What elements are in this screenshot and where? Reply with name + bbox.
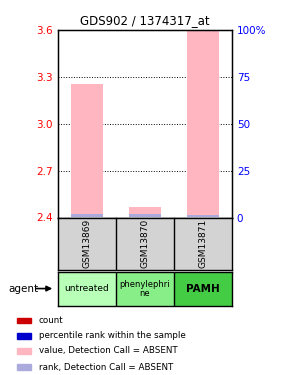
Text: rank, Detection Call = ABSENT: rank, Detection Call = ABSENT bbox=[39, 363, 173, 372]
Bar bbox=[116, 272, 174, 306]
Bar bbox=[71, 214, 103, 217]
Bar bbox=[17, 364, 30, 370]
Bar bbox=[17, 333, 30, 339]
Bar bbox=[129, 214, 161, 217]
Bar bbox=[58, 272, 116, 306]
Text: GSM13870: GSM13870 bbox=[140, 219, 150, 268]
Text: ne: ne bbox=[140, 290, 150, 298]
Bar bbox=[17, 348, 30, 354]
Text: agent: agent bbox=[9, 284, 39, 294]
Text: untreated: untreated bbox=[65, 284, 109, 293]
Bar bbox=[129, 207, 161, 218]
Text: count: count bbox=[39, 316, 63, 325]
Bar bbox=[187, 215, 219, 217]
Bar bbox=[17, 318, 30, 324]
Text: GDS902 / 1374317_at: GDS902 / 1374317_at bbox=[80, 14, 210, 27]
Bar bbox=[174, 272, 232, 306]
Text: phenylephri: phenylephri bbox=[120, 280, 170, 289]
Bar bbox=[187, 31, 219, 217]
Text: GSM13869: GSM13869 bbox=[82, 219, 92, 268]
Text: percentile rank within the sample: percentile rank within the sample bbox=[39, 331, 185, 340]
Text: value, Detection Call = ABSENT: value, Detection Call = ABSENT bbox=[39, 346, 177, 355]
Text: PAMH: PAMH bbox=[186, 284, 220, 294]
Bar bbox=[71, 84, 103, 218]
Text: GSM13871: GSM13871 bbox=[198, 219, 208, 268]
